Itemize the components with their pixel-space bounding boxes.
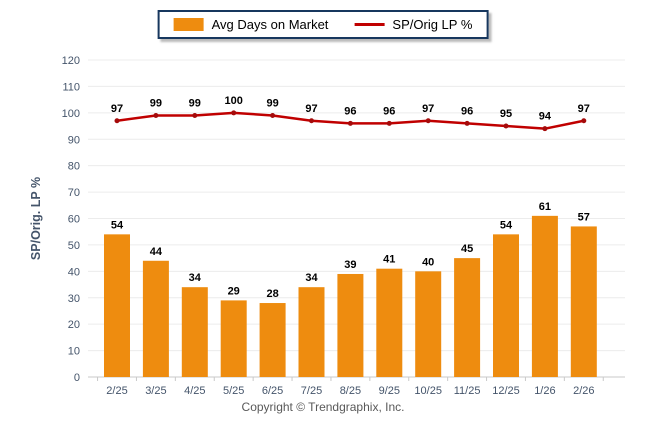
y-tick-label: 50 (68, 240, 80, 252)
bar-swatch-icon (173, 18, 204, 31)
x-tick-label: 1/26 (534, 385, 555, 397)
line-marker (231, 110, 237, 116)
bar-value-label: 57 (578, 211, 590, 223)
bar-value-label: 39 (344, 259, 356, 271)
line-marker (425, 118, 431, 124)
line-value-label: 95 (500, 108, 512, 120)
line-marker (581, 118, 587, 124)
line-value-label: 99 (150, 97, 162, 109)
x-tick-label: 12/25 (492, 385, 520, 397)
bar-7/25 (298, 287, 325, 377)
line-value-label: 96 (344, 105, 356, 117)
bar-5/25 (220, 300, 247, 377)
bar-8/25 (337, 273, 364, 377)
y-tick-label: 70 (68, 187, 80, 199)
bar-9/25 (376, 268, 403, 377)
line-marker (309, 118, 314, 124)
y-tick-label: 120 (62, 55, 80, 67)
bar-value-label: 28 (266, 288, 278, 300)
bar-6/25 (259, 303, 286, 377)
bar-value-label: 61 (539, 201, 551, 213)
legend-label-avg-days: Avg Days on Market (211, 17, 329, 32)
bar-12/25 (493, 234, 519, 377)
copyright-text: Copyright © Trendgraphix, Inc. (241, 400, 405, 414)
bar-11/25 (454, 258, 481, 377)
y-tick-label: 0 (74, 372, 80, 384)
y-tick-label: 10 (68, 346, 80, 358)
bar-value-label: 40 (422, 256, 434, 268)
x-tick-label: 5/25 (223, 385, 244, 397)
line-value-label: 96 (461, 105, 473, 117)
bar-value-label: 54 (111, 219, 124, 231)
line-marker (386, 120, 392, 126)
bar-2/25 (104, 234, 130, 377)
x-tick-label: 9/25 (379, 385, 400, 397)
line-value-label: 97 (111, 103, 123, 115)
y-tick-label: 40 (68, 266, 80, 278)
line-swatch-icon (354, 23, 385, 26)
line-value-label: 97 (422, 103, 434, 115)
y-tick-label: 30 (68, 293, 80, 305)
line-value-label: 99 (266, 97, 278, 109)
x-tick-label: 10/25 (414, 385, 442, 397)
line-marker (192, 112, 198, 118)
line-marker (153, 112, 159, 118)
y-tick-label: 60 (68, 214, 80, 226)
x-tick-label: 2/26 (573, 385, 594, 397)
y-tick-label: 90 (68, 134, 80, 146)
bar-1/26 (531, 215, 558, 377)
bar-value-label: 34 (189, 272, 202, 284)
x-tick-label: 6/25 (262, 385, 283, 397)
bar-value-label: 44 (150, 246, 163, 258)
bar-3/25 (142, 260, 169, 377)
bar-value-label: 41 (383, 254, 395, 266)
y-tick-label: 110 (62, 81, 80, 93)
line-value-label: 97 (305, 103, 317, 115)
bar-value-label: 54 (500, 219, 513, 231)
bar-value-label: 45 (461, 243, 473, 255)
legend-item-sp-orig-lp: SP/Orig LP % (354, 17, 472, 32)
line-value-label: 97 (578, 103, 590, 115)
legend-item-avg-days: Avg Days on Market (173, 17, 329, 32)
combo-chart: 0 10 20 30 40 50 60 70 80 90 100 110 120 2/25 3/25 4/25… (29, 55, 625, 397)
line-marker (542, 126, 548, 132)
line-marker (347, 120, 353, 126)
line-marker (503, 123, 509, 129)
line-value-label: 100 (225, 95, 243, 107)
line-marker (114, 118, 120, 124)
y-tick-label: 80 (68, 161, 80, 173)
y-axis-title: SP/Orig. LP % (29, 177, 43, 260)
x-tick-label: 8/25 (340, 385, 361, 397)
bar-10/25 (415, 271, 442, 377)
bar-4/25 (181, 287, 208, 377)
line-value-label: 94 (539, 111, 552, 123)
x-tick-label: 2/25 (106, 385, 127, 397)
legend: Avg Days on Market SP/Orig LP % (157, 10, 489, 39)
y-tick-label: 100 (62, 108, 80, 120)
line-marker (464, 120, 470, 126)
x-tick-label: 4/25 (184, 385, 205, 397)
line-marker (270, 112, 276, 118)
line-value-label: 96 (383, 105, 395, 117)
bar-value-label: 29 (228, 285, 240, 297)
x-tick-label: 7/25 (301, 385, 322, 397)
legend-label-sp-orig-lp: SP/Orig LP % (392, 17, 473, 32)
bar-2/26 (570, 226, 597, 377)
y-tick-label: 20 (68, 319, 80, 331)
x-tick-label: 11/25 (454, 385, 481, 397)
x-tick-label: 3/25 (145, 385, 166, 397)
line-value-label: 99 (189, 97, 201, 109)
bar-value-label: 34 (305, 272, 318, 284)
